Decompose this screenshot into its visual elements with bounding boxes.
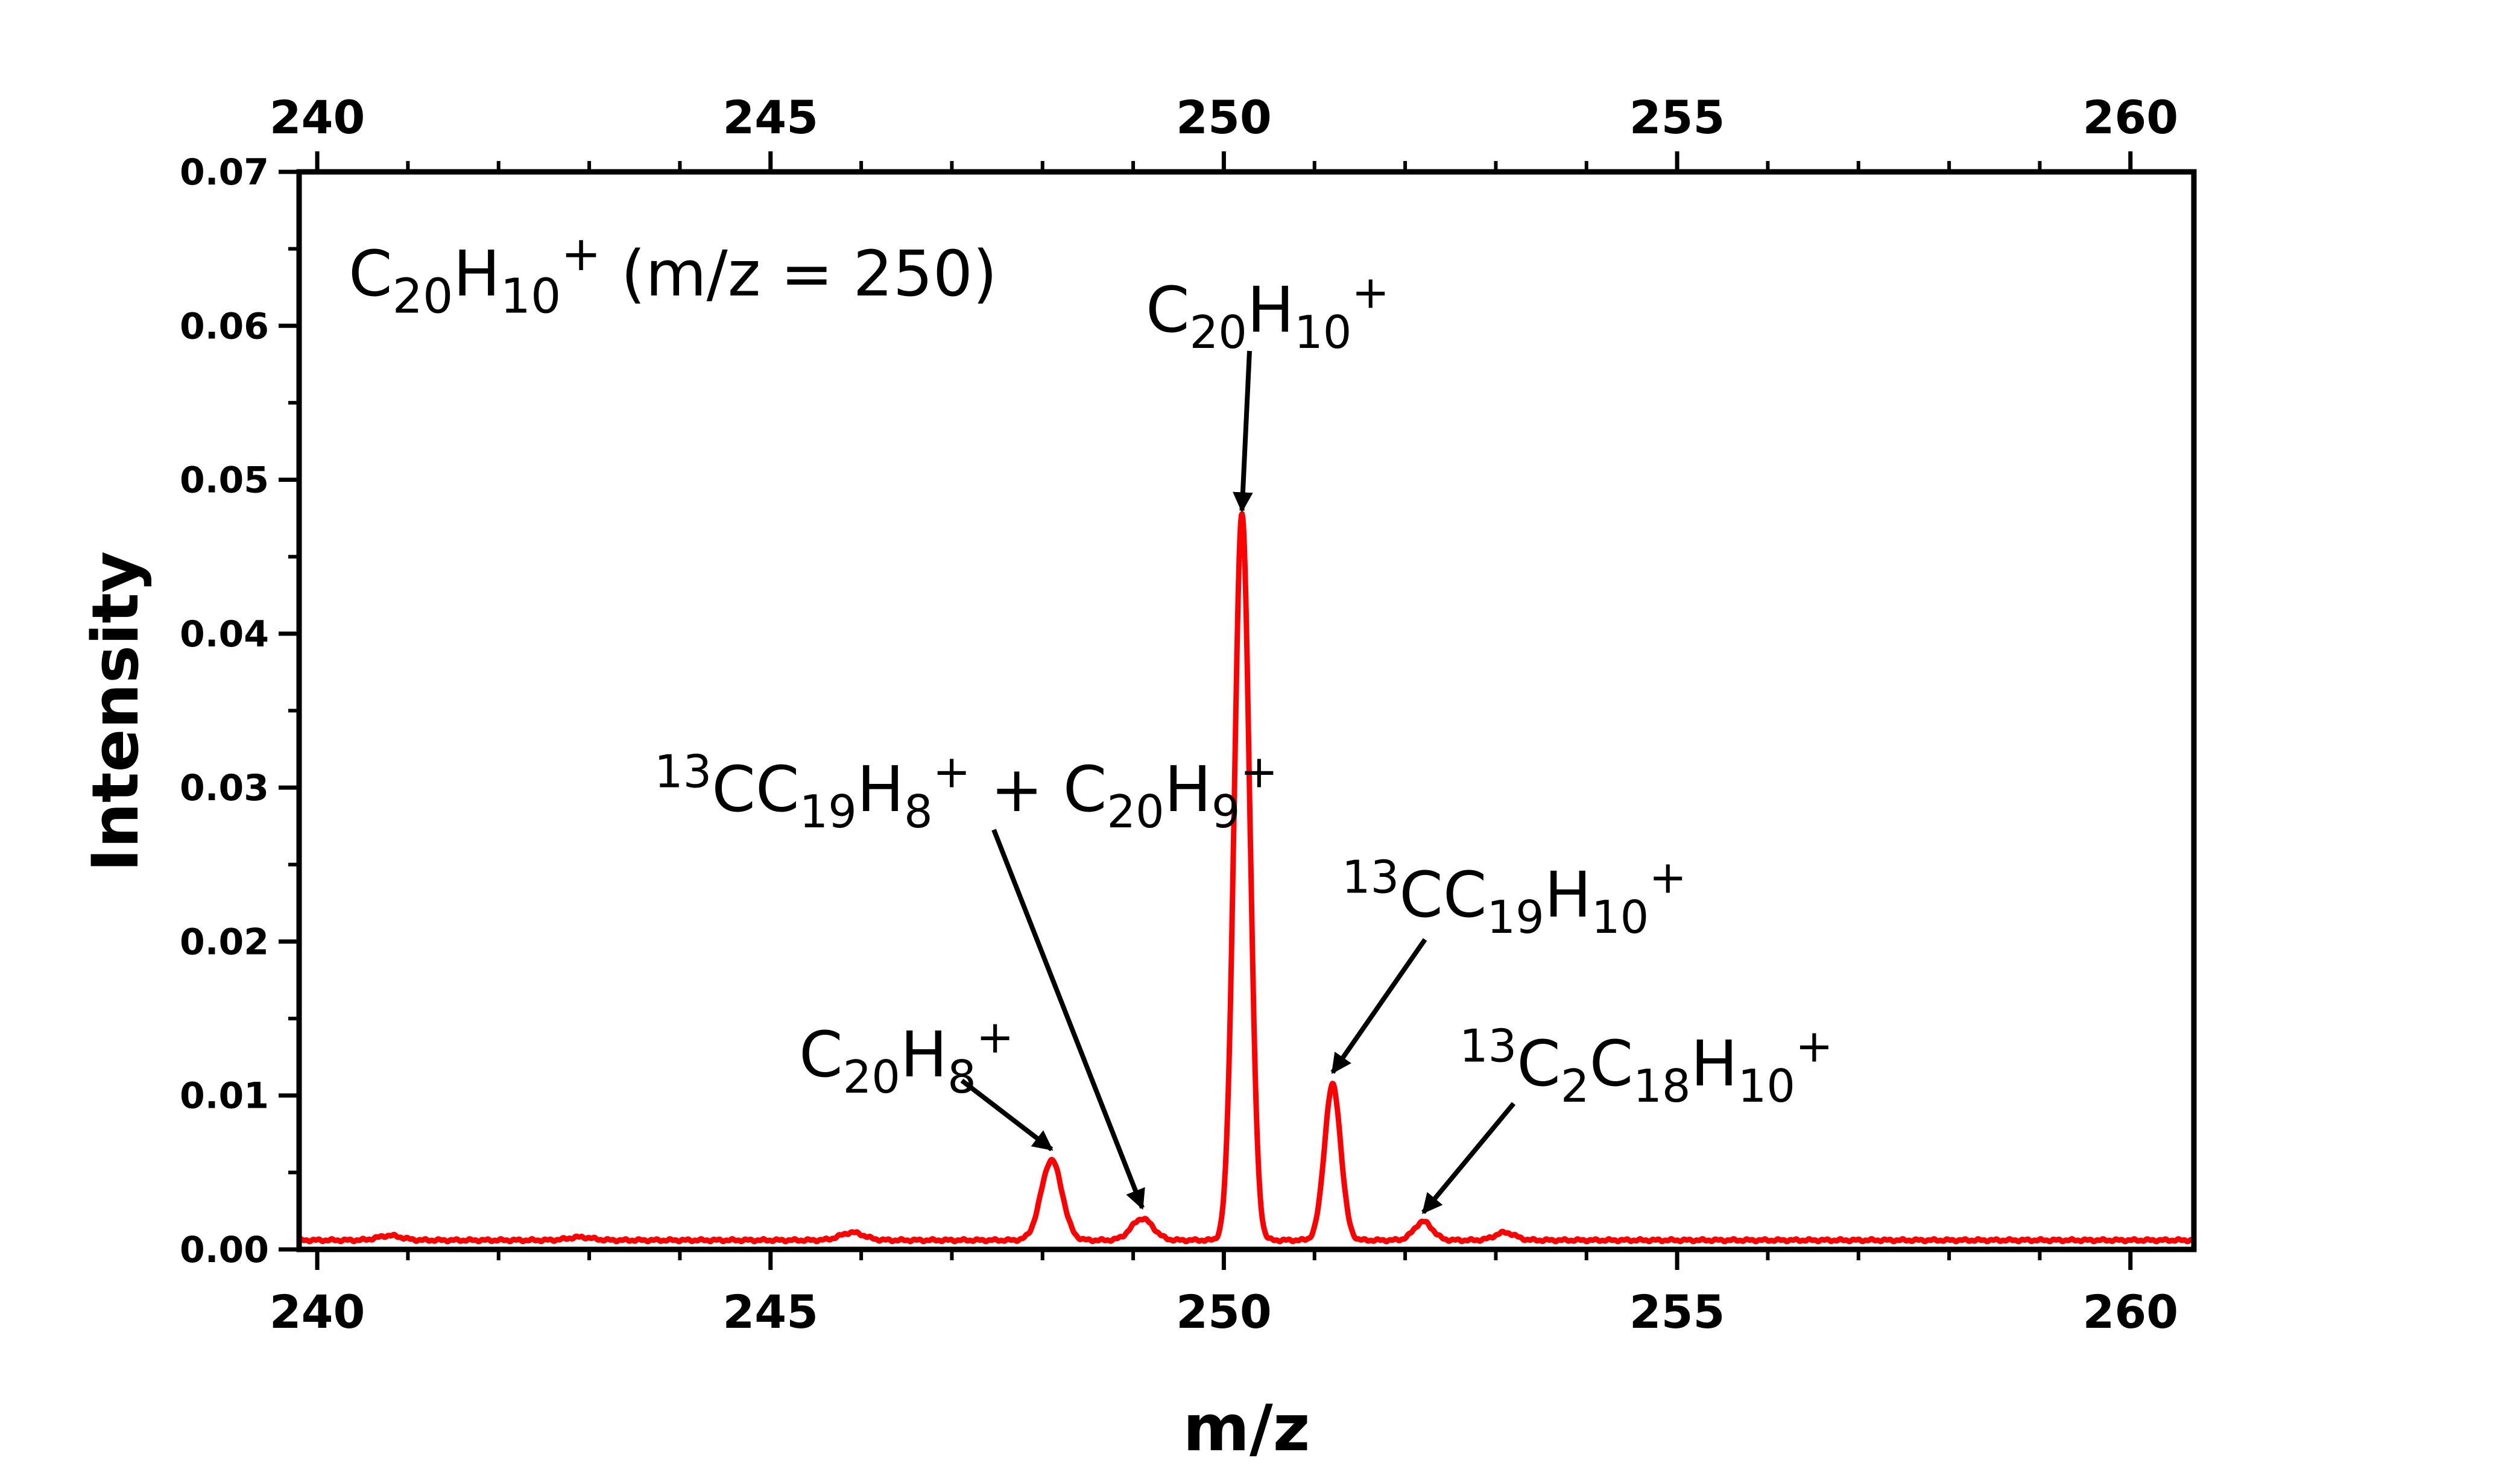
- x-tick-label-bottom: 240: [270, 1285, 365, 1339]
- x-axis-title: m/z: [1183, 1391, 1310, 1465]
- spectrum-line-0: [297, 511, 2196, 1245]
- x-tick-label-bottom: 245: [722, 1285, 818, 1339]
- x-tick-label-top: 255: [1629, 90, 1725, 144]
- annotation-arrow-3: [960, 1078, 1054, 1152]
- y-tick-label: 0.02: [180, 921, 269, 963]
- x-tick-label-top: 245: [722, 90, 818, 144]
- chart-title: C20H10+ (m/z = 250): [349, 226, 997, 324]
- y-axis-title: Intensity: [78, 551, 153, 872]
- annotation-arrow-2: [1330, 938, 1427, 1075]
- x-tick-label-bottom: 260: [2082, 1285, 2178, 1339]
- y-tick-label: 0.01: [180, 1075, 269, 1117]
- annotation-arrow-0: [1233, 350, 1253, 513]
- x-tick-label-top: 240: [270, 90, 365, 144]
- x-tick-label-bottom: 255: [1629, 1285, 1725, 1339]
- axes-group: 240 240 245 245 250 250 255 255 260 260 0.00 0.01 0.…: [180, 90, 2178, 1339]
- y-tick-label: 0.04: [180, 613, 269, 655]
- annotation-label-0: C20H10+: [1146, 265, 1389, 359]
- y-tick-label: 0.00: [180, 1229, 269, 1271]
- annotation-arrow-4: [1421, 1102, 1516, 1214]
- annotation-label-2: 13CC19H10+: [1342, 850, 1687, 944]
- annotation-arrow-1: [991, 829, 1145, 1210]
- y-tick-label: 0.05: [180, 459, 269, 502]
- annotation-label-3: C20H8+: [799, 1010, 1014, 1104]
- y-tick-label: 0.07: [180, 151, 269, 194]
- annotation-label-4: 13C2C18H10+: [1459, 1019, 1833, 1113]
- x-tick-label-top: 250: [1176, 90, 1272, 144]
- annotations-group: C20H10+ 13CC19H8+ + C20H9+ 13CC19H10+ C20H8…: [654, 265, 1833, 1214]
- x-tick-label-bottom: 250: [1176, 1285, 1272, 1339]
- annotation-label-1: 13CC19H8+ + C20H9+: [654, 745, 1278, 838]
- y-tick-label: 0.03: [180, 767, 269, 809]
- plot-content: [297, 511, 2196, 1245]
- y-tick-label: 0.06: [180, 305, 269, 347]
- x-tick-label-top: 260: [2082, 90, 2178, 144]
